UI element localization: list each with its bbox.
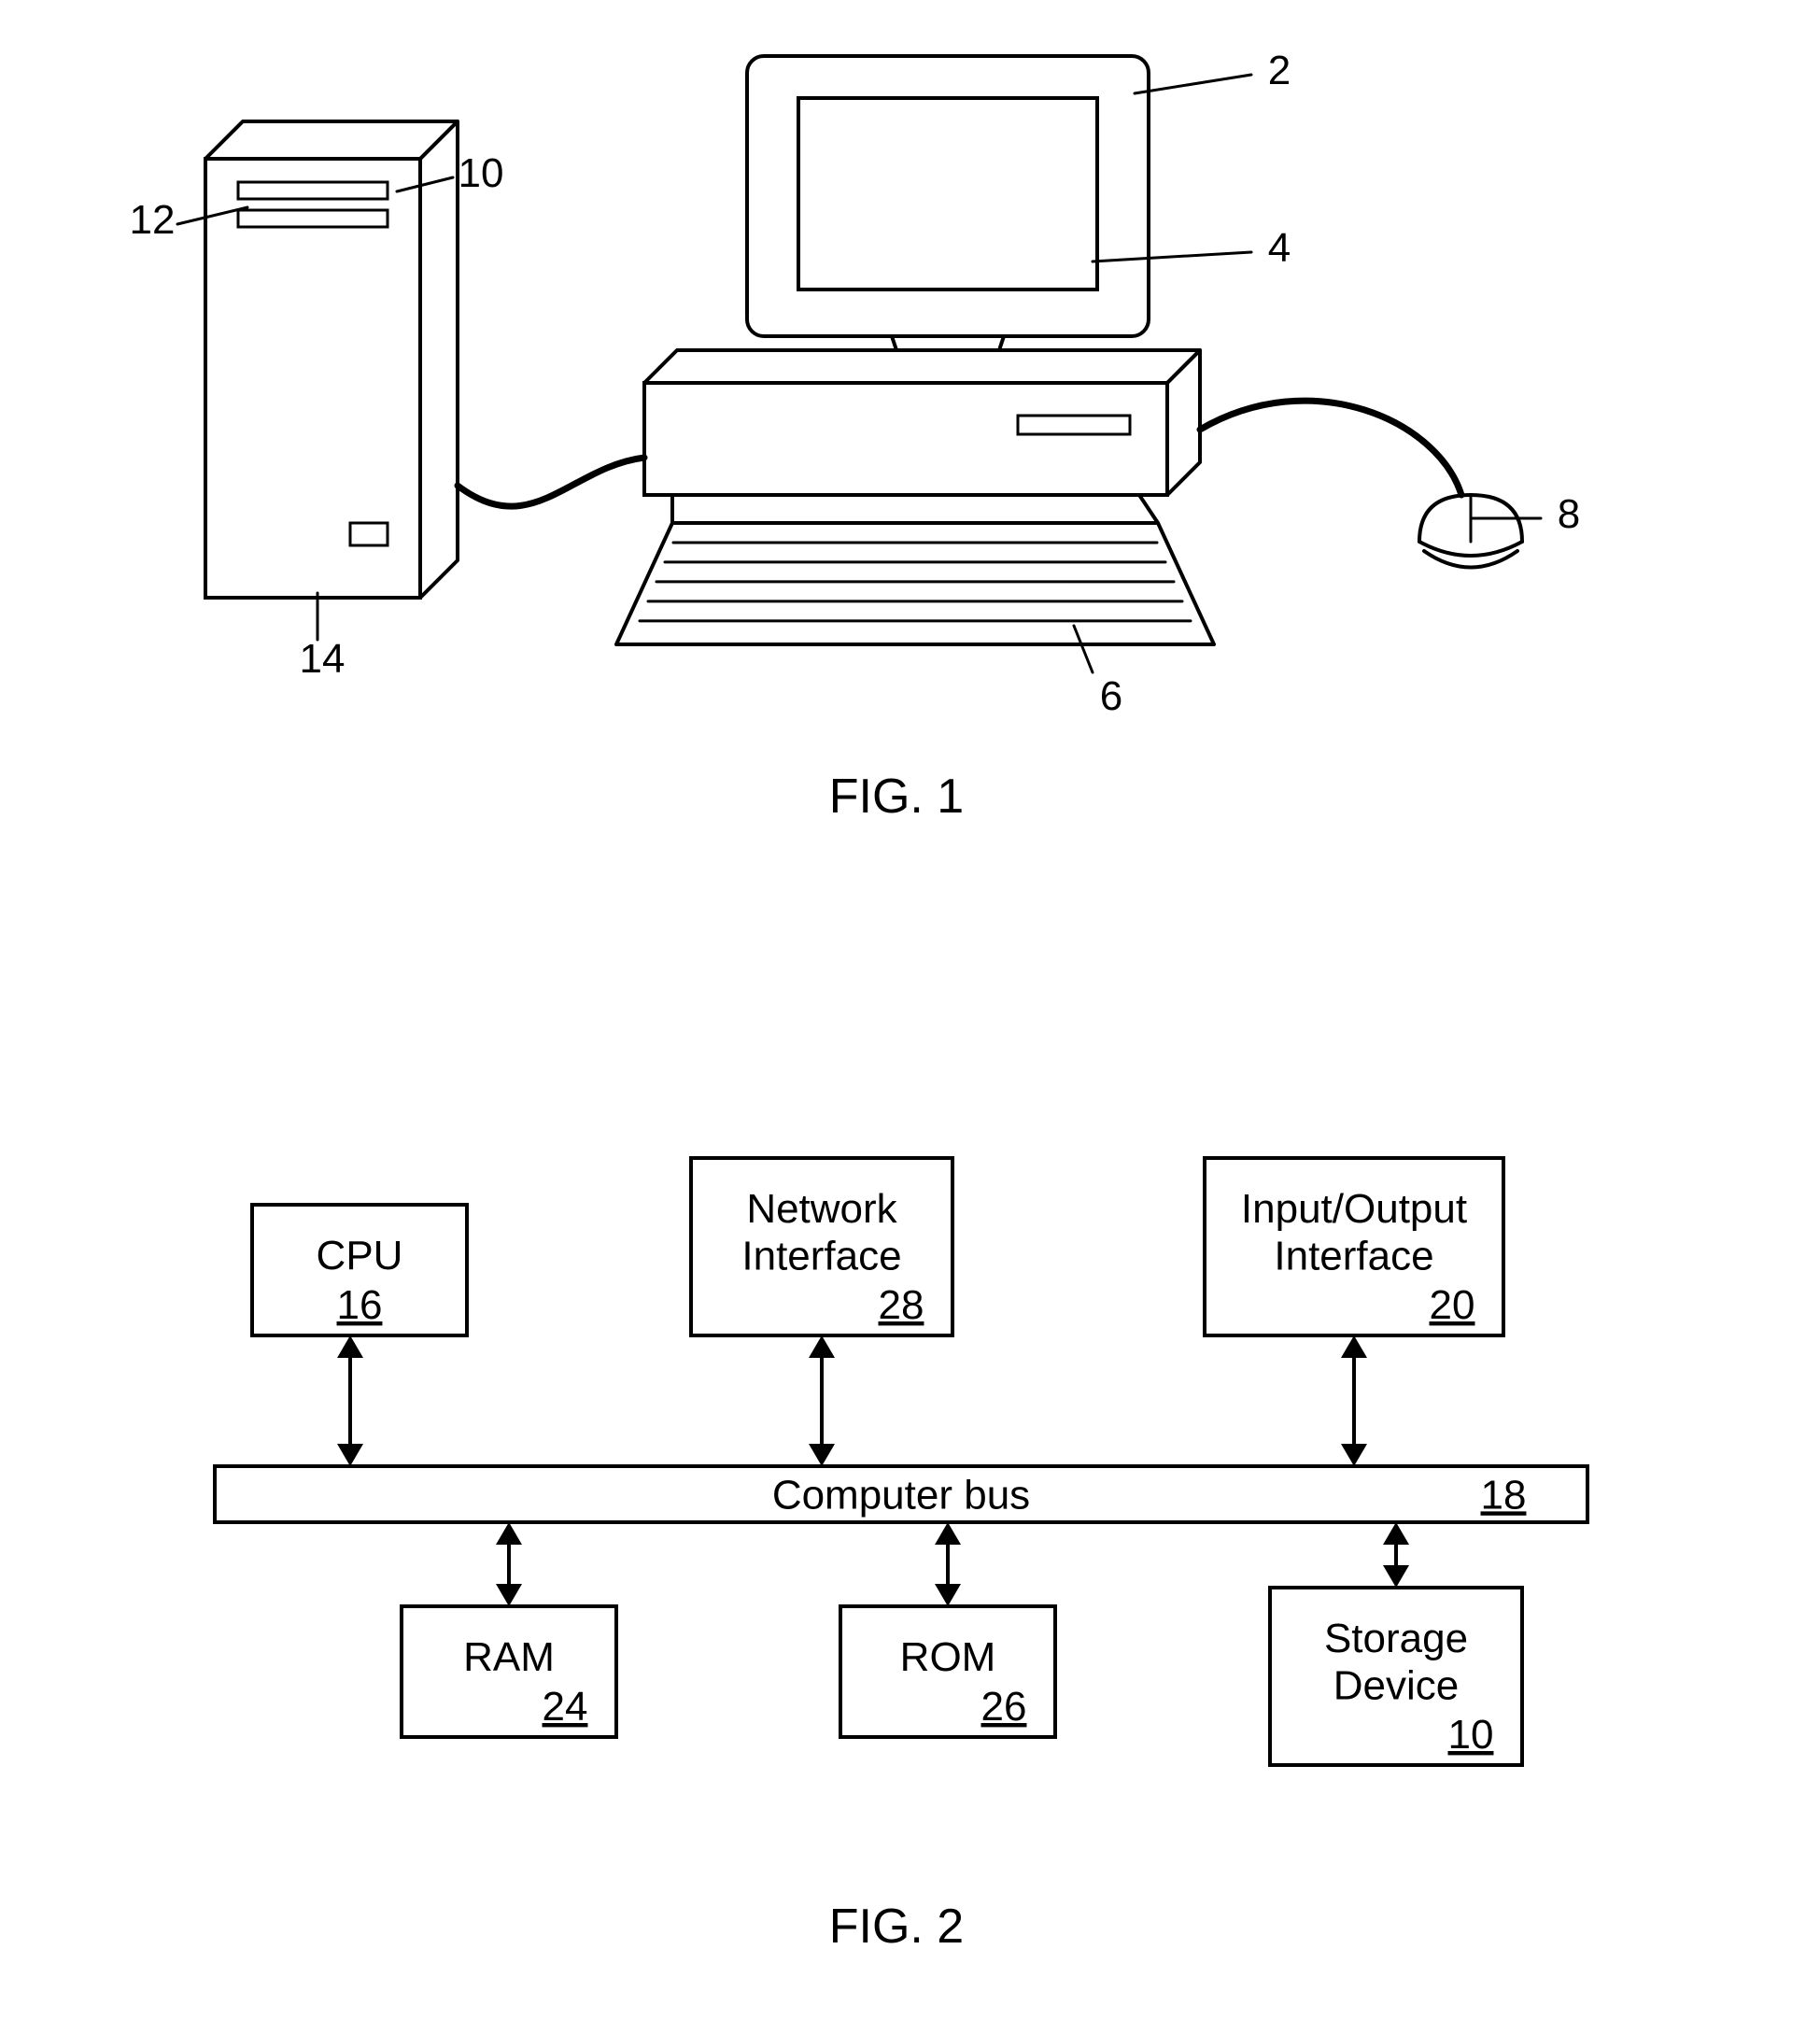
svg-text:24: 24 xyxy=(543,1684,588,1730)
svg-text:CPU: CPU xyxy=(317,1233,403,1278)
svg-text:14: 14 xyxy=(300,636,346,682)
svg-text:20: 20 xyxy=(1430,1282,1475,1328)
svg-text:12: 12 xyxy=(130,197,176,243)
svg-text:16: 16 xyxy=(337,1282,383,1328)
svg-text:FIG. 2: FIG. 2 xyxy=(829,1900,964,1954)
svg-text:2: 2 xyxy=(1268,48,1291,93)
svg-text:StorageDevice: StorageDevice xyxy=(1324,1616,1468,1709)
svg-text:4: 4 xyxy=(1268,225,1291,271)
svg-text:RAM: RAM xyxy=(463,1634,555,1680)
svg-text:Computer bus: Computer bus xyxy=(772,1472,1030,1518)
svg-text:26: 26 xyxy=(981,1684,1027,1730)
svg-text:10: 10 xyxy=(1448,1712,1494,1758)
svg-text:10: 10 xyxy=(459,150,504,196)
svg-text:ROM: ROM xyxy=(900,1634,996,1680)
svg-text:18: 18 xyxy=(1481,1472,1527,1518)
svg-text:8: 8 xyxy=(1558,491,1580,537)
svg-text:NetworkInterface: NetworkInterface xyxy=(741,1186,901,1279)
svg-text:FIG. 1: FIG. 1 xyxy=(829,770,964,824)
svg-text:Input/OutputInterface: Input/OutputInterface xyxy=(1241,1186,1467,1279)
svg-text:28: 28 xyxy=(879,1282,924,1328)
svg-text:6: 6 xyxy=(1100,673,1122,719)
